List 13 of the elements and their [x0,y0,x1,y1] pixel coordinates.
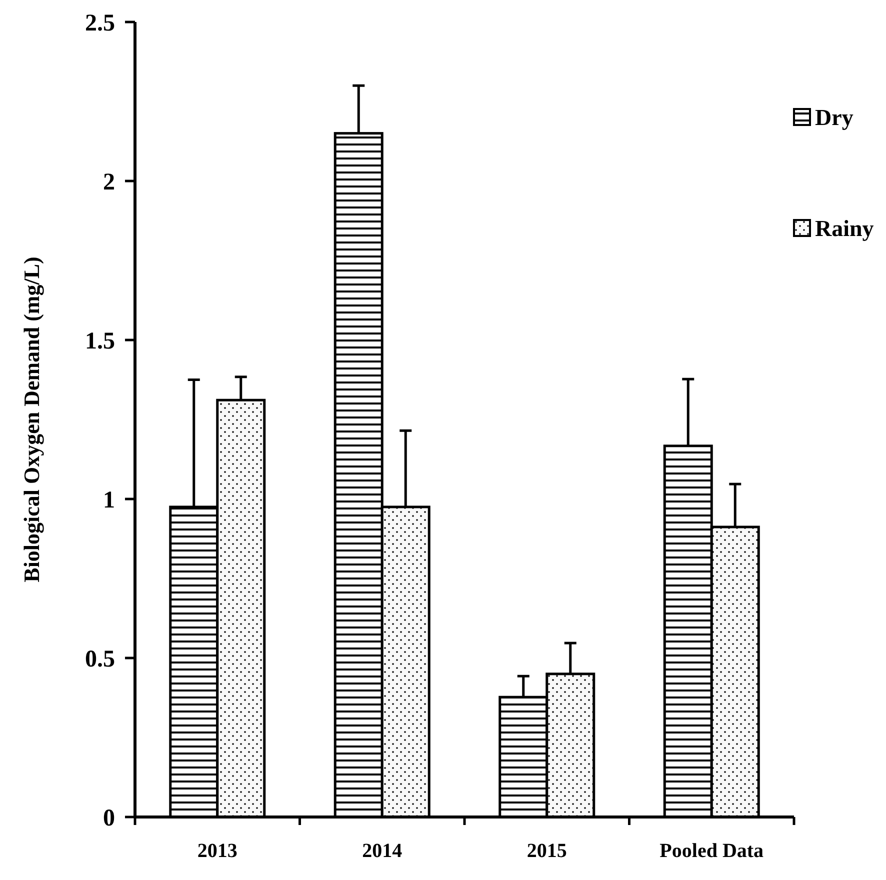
x-tick-label: 2014 [362,840,402,862]
y-tick-label: 1 [103,487,115,514]
y-tick-label: 0.5 [85,646,115,672]
y-tick-label: 2.5 [85,10,115,36]
y-tick-label: 0 [103,805,115,832]
x-tick-label: Pooled Data [660,840,764,862]
y-tick-label: 1.5 [85,328,115,354]
x-tick-label: 2013 [197,840,238,862]
y-tick-label: 2 [103,169,115,196]
y-axis-title: Biological Oxygen Demand (mg/L) [19,256,44,582]
legend-label: Rainy [815,216,874,242]
x-tick-label: 2015 [526,840,567,862]
legend-label: Dry [815,105,854,130]
